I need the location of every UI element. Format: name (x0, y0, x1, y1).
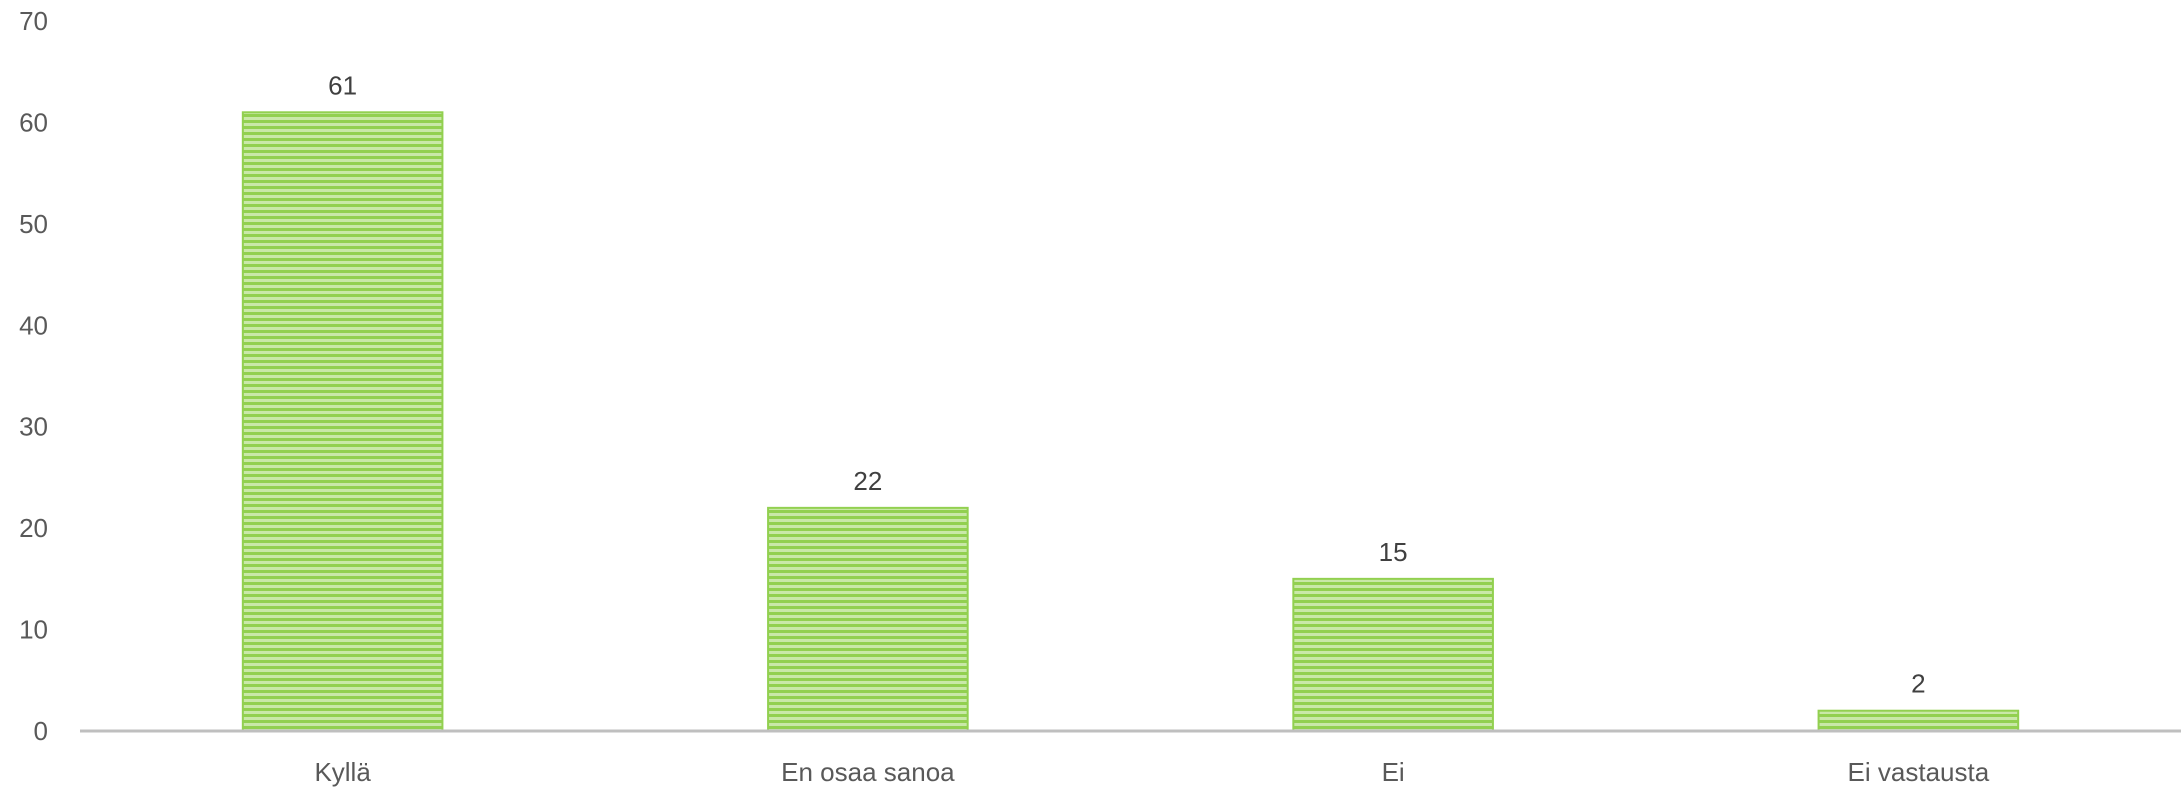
y-tick-label: 30 (19, 412, 48, 442)
y-tick-label: 40 (19, 310, 48, 340)
y-tick-label: 10 (19, 615, 48, 645)
y-axis: 0 10 20 30 40 50 60 70 (19, 6, 48, 746)
x-category-label: Ei (1382, 757, 1405, 787)
bar-value-label: 22 (853, 466, 882, 496)
bars: 61 22 15 2 (241, 70, 2020, 733)
y-tick-label: 50 (19, 209, 48, 239)
y-tick-label: 0 (34, 716, 48, 746)
bar (241, 111, 444, 733)
y-tick-label: 60 (19, 107, 48, 137)
bar-value-label: 2 (1911, 669, 1925, 699)
y-tick-label: 20 (19, 513, 48, 543)
bar (767, 506, 969, 732)
x-category-label: Kyllä (314, 757, 371, 787)
bar-value-label: 61 (328, 70, 357, 100)
x-axis: Kyllä En osaa sanoa Ei Ei vastausta (314, 757, 1989, 787)
bar (1817, 709, 2020, 733)
x-category-label: Ei vastausta (1848, 757, 1990, 787)
bar-value-label: 15 (1379, 537, 1408, 567)
y-tick-label: 70 (19, 6, 48, 36)
x-category-label: En osaa sanoa (781, 757, 955, 787)
bar (1292, 577, 1494, 732)
